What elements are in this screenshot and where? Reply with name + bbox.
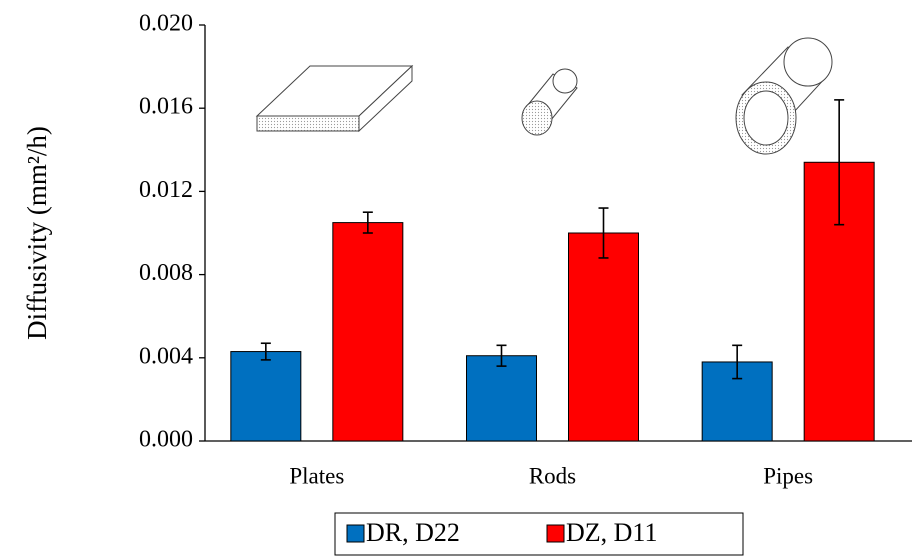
pipe-icon <box>736 38 832 154</box>
bar <box>231 352 301 441</box>
chart: Diffusivity (mm²/h) 0.000 0.004 0.008 0.012… <box>0 0 912 558</box>
bar <box>467 356 537 441</box>
x-tick-label: Rods <box>529 463 576 488</box>
bar <box>569 233 639 441</box>
y-tick-label: 0.008 <box>139 260 193 286</box>
x-tick-label: Pipes <box>763 463 813 488</box>
legend-swatch <box>347 525 364 542</box>
rod-icon <box>522 69 577 135</box>
y-tick-label: 0.004 <box>139 343 193 369</box>
x-tick-label: Plates <box>289 463 344 488</box>
plate-icon <box>257 66 412 131</box>
y-tick-label: 0.016 <box>139 94 193 120</box>
legend-swatch <box>547 525 564 542</box>
y-tick-label: 0.020 <box>139 11 193 37</box>
legend-label: DZ, D11 <box>566 518 657 547</box>
y-axis-title: Diffusivity (mm²/h) <box>22 126 52 340</box>
y-tick-label: 0.012 <box>139 177 193 203</box>
y-tick-label: 0.000 <box>139 427 193 453</box>
legend-label: DR, D22 <box>366 518 460 547</box>
bar <box>333 223 403 441</box>
